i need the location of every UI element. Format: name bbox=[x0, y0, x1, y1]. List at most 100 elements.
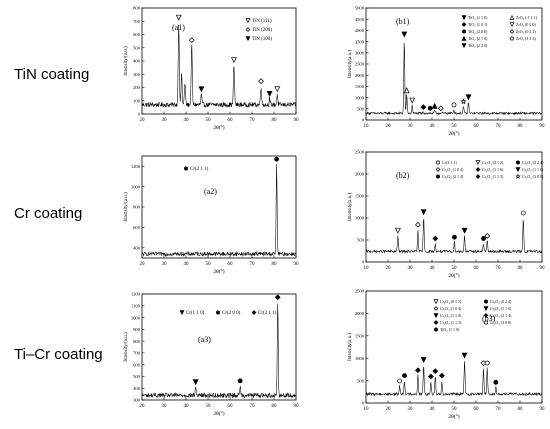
y-tick-label: 5000 bbox=[355, 6, 365, 11]
peak-marker-tri-down-open bbox=[274, 86, 281, 93]
xrd-chart-a3: 20 30 40 50 60 70 80 90 300 400 500 600 700 800 900 100… bbox=[124, 292, 300, 417]
legend-marker bbox=[461, 35, 467, 41]
y-tick-label: 0 bbox=[138, 112, 141, 117]
y-tick-label: 3000 bbox=[355, 51, 365, 56]
legend-marker bbox=[251, 310, 257, 315]
legend-marker bbox=[484, 299, 488, 304]
x-tick-label: 40 bbox=[184, 262, 190, 267]
y-tick-label: 2500 bbox=[355, 289, 365, 294]
y-tick-label: 600 bbox=[133, 362, 141, 367]
peak-marker-tri-down-filled bbox=[198, 86, 205, 93]
y-tick-label: 900 bbox=[133, 327, 141, 332]
y-tick-label: 700 bbox=[133, 19, 141, 24]
peak-marker-circle-filled bbox=[452, 234, 457, 240]
peak-marker-circle-filled bbox=[237, 378, 243, 384]
x-tick-label: 30 bbox=[408, 124, 414, 129]
y-tick-label: 2000 bbox=[355, 172, 365, 177]
x-tick-label: 80 bbox=[272, 404, 278, 409]
legend-marker bbox=[483, 306, 489, 312]
x-axis-label: 2θ(°) bbox=[213, 268, 224, 275]
legend-marker bbox=[475, 167, 481, 172]
legend-marker bbox=[510, 36, 514, 41]
x-tick-label: 30 bbox=[162, 118, 168, 123]
x-tick-label: 20 bbox=[140, 118, 146, 123]
x-tick-label: 70 bbox=[250, 118, 256, 123]
peak-marker-diamond-open bbox=[415, 221, 421, 228]
legend-marker bbox=[245, 18, 251, 24]
x-tick-label: 40 bbox=[430, 407, 436, 412]
legend-label: TiO₂ (2 0 0) bbox=[468, 29, 488, 34]
y-tick-label: 0 bbox=[362, 260, 365, 265]
row-label-cr: Cr coating bbox=[14, 205, 83, 222]
y-tick-label: 0 bbox=[362, 118, 365, 123]
y-tick-label: 200 bbox=[133, 85, 141, 90]
y-tick-label: 1100 bbox=[131, 303, 141, 308]
legend-label: Cr₂O₃ (3 0 0) bbox=[490, 320, 512, 325]
xrd-trace bbox=[365, 218, 543, 254]
y-tick-label: 800 bbox=[133, 339, 141, 344]
x-axis-label: 2θ(°) bbox=[213, 124, 224, 131]
peak-marker-diamond-open bbox=[258, 78, 264, 85]
x-tick-label: 20 bbox=[140, 404, 146, 409]
peak-marker-diamond-filled bbox=[439, 372, 445, 379]
y-tick-label: 1000 bbox=[131, 315, 141, 320]
plot-frame bbox=[141, 293, 297, 401]
x-tick-label: 90 bbox=[540, 407, 546, 412]
peak-marker-diamond-filled bbox=[274, 294, 281, 301]
peak-marker-circle-filled bbox=[493, 379, 499, 385]
legend-label: ZrO₂ (0 2 2) bbox=[516, 29, 536, 34]
xrd-chart-b3: 10 20 30 40 50 60 70 80 90 0 500 1000 1500 2000 2500 2θ… bbox=[348, 289, 546, 420]
legend-marker bbox=[462, 29, 466, 34]
legend-marker bbox=[179, 310, 185, 316]
xrd-trace bbox=[365, 361, 543, 397]
legend-label: Cr(1 1 0) bbox=[186, 311, 205, 316]
legend-marker bbox=[216, 310, 220, 315]
x-tick-label: 40 bbox=[430, 124, 436, 129]
x-axis-label: 2θ(°) bbox=[448, 130, 459, 137]
legend-label: Cr(2 1 1) bbox=[258, 311, 277, 316]
x-tick-label: 80 bbox=[518, 407, 524, 412]
x-tick-label: 80 bbox=[518, 124, 524, 129]
peak-marker-circle-filled bbox=[481, 236, 486, 241]
x-tick-label: 20 bbox=[386, 407, 392, 412]
peak-marker-tri-down-filled bbox=[461, 227, 468, 234]
x-tick-label: 90 bbox=[294, 404, 300, 409]
x-tick-label: 50 bbox=[452, 266, 458, 271]
legend-marker bbox=[484, 320, 488, 325]
xrd-chart-b1: 10 20 30 40 50 60 70 80 90 0 500 1000 1500 2000 2500 30… bbox=[348, 6, 545, 137]
x-tick-label: 20 bbox=[386, 124, 392, 129]
legend-marker bbox=[433, 320, 439, 325]
legend-label: Cr₂O₃ (0 2 4) bbox=[490, 299, 512, 304]
y-tick-label: 1500 bbox=[355, 194, 365, 199]
y-tick-label: 500 bbox=[357, 107, 365, 112]
peak-marker-circle-open bbox=[520, 210, 526, 216]
x-tick-label: 30 bbox=[408, 407, 414, 412]
xrd-trace bbox=[141, 303, 297, 399]
legend-label: Cr₂O₃ (1 0 4) bbox=[442, 167, 464, 172]
y-tick-label: 4000 bbox=[355, 28, 365, 33]
x-axis-label: 2θ(°) bbox=[213, 410, 224, 417]
xrd-chart-a1: 20 30 40 50 60 70 80 90 0 100 200 300 400 500 600 700 80… bbox=[124, 6, 299, 131]
legend-label: Cr(2 1 1) bbox=[190, 167, 209, 172]
legend-marker bbox=[436, 174, 440, 179]
x-tick-label: 10 bbox=[364, 266, 370, 271]
peak-marker-diamond-filled bbox=[415, 367, 421, 374]
x-tick-label: 70 bbox=[496, 124, 502, 129]
y-tick-label: 1000 bbox=[355, 216, 365, 221]
x-tick-label: 50 bbox=[206, 404, 212, 409]
legend-label: TiO₂ (1 0 1) bbox=[468, 22, 488, 27]
x-tick-label: 30 bbox=[408, 266, 414, 271]
x-tick-label: 60 bbox=[228, 404, 234, 409]
x-tick-label: 50 bbox=[452, 124, 458, 129]
y-tick-label: 4500 bbox=[355, 17, 365, 22]
y-axis-label: Intensity/(a.u.) bbox=[124, 192, 129, 222]
row-label-ticr: Ti–Cr coating bbox=[14, 346, 103, 363]
legend-label: TiO₂ (2 2 0) bbox=[468, 43, 488, 48]
y-tick-label: 1500 bbox=[355, 84, 365, 89]
y-tick-label: 400 bbox=[133, 386, 141, 391]
y-tick-label: 400 bbox=[133, 246, 141, 251]
legend-marker bbox=[435, 167, 441, 172]
peak-marker-tri-down-open bbox=[230, 57, 237, 64]
x-tick-label: 70 bbox=[496, 266, 502, 271]
row-label-tin: TiN coating bbox=[14, 66, 90, 83]
